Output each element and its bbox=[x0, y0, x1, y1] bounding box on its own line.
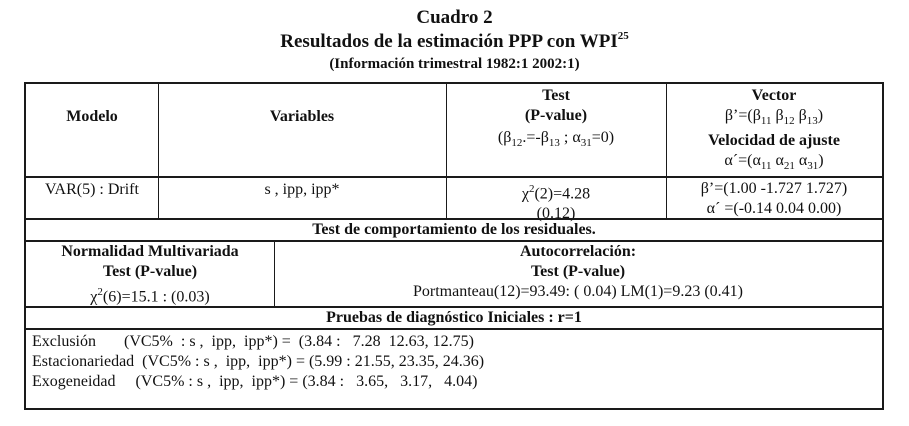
diagnostico-list: Exclusión (VC5% : s , ipp, ipp*) = (3.84… bbox=[26, 332, 882, 392]
row1-test-stat: χ2(2)=4.28 bbox=[521, 183, 591, 203]
row-divider bbox=[26, 218, 882, 220]
header-test-pvalue: (P-value) bbox=[524, 107, 588, 124]
table-title: Cuadro 2 bbox=[416, 7, 493, 28]
divider bbox=[666, 84, 667, 218]
autocorrelacion-cell: Autocorrelación: Test (P-value) Portmant… bbox=[274, 242, 882, 302]
table-caption: Cuadro 2 Resultados de la estimación PPP… bbox=[0, 6, 909, 74]
normalidad-cell: Normalidad Multivariada Test (P-value) χ… bbox=[26, 242, 274, 307]
row1-modelo: VAR(5) : Drift bbox=[45, 181, 139, 198]
row-divider bbox=[26, 176, 882, 178]
header-vector-alpha: α´=(α11 α21 α31) bbox=[724, 152, 824, 173]
divider bbox=[446, 84, 447, 218]
header-variables: Variables bbox=[269, 108, 335, 125]
autocorrelacion-value: Portmanteau(12)=93.49: ( 0.04) LM(1)=9.2… bbox=[413, 283, 743, 300]
residuales-header: Test de comportamiento de los residuales… bbox=[312, 221, 596, 238]
diagnostico-estacionariedad: Estacionariedad (VC5% : s , ipp, ipp*) =… bbox=[32, 353, 485, 370]
table-subtitle: Resultados de la estimación PPP con WPI2… bbox=[0, 30, 909, 54]
footnote-marker: 25 bbox=[617, 30, 629, 42]
normalidad-value: χ2(6)=15.1 : (0.03) bbox=[90, 286, 210, 306]
row-divider bbox=[26, 306, 882, 308]
header-vector-speed: Velocidad de ajuste bbox=[708, 132, 840, 150]
header-test-title: Test bbox=[542, 87, 570, 104]
header-test: Test (P-value) (β12.=-β13 ; α31=0) bbox=[446, 86, 666, 153]
diagnostico-exogeneidad: Exogeneidad (VC5% : s , ipp, ipp*) = (3.… bbox=[32, 373, 478, 390]
divider bbox=[158, 84, 159, 218]
row1-beta: β’=(1.00 -1.727 1.727) bbox=[700, 180, 848, 197]
header-modelo: Modelo bbox=[66, 108, 118, 125]
row-divider bbox=[26, 328, 882, 330]
divider bbox=[274, 240, 275, 306]
diagnostico-exclusion: Exclusión (VC5% : s , ipp, ipp*) = (3.84… bbox=[32, 333, 474, 350]
header-test-hypothesis: (β12.=-β13 ; α31=0) bbox=[497, 129, 615, 150]
table-period: (Información trimestral 1982:1 2002:1) bbox=[329, 56, 580, 72]
diagnostico-header: Pruebas de diagnóstico Iniciales : r=1 bbox=[326, 309, 582, 326]
autocorrelacion-subtitle: Test (P-value) bbox=[530, 263, 626, 280]
row-divider bbox=[26, 240, 882, 242]
row1-variables: s , ipp, ipp* bbox=[264, 181, 340, 198]
normalidad-title: Normalidad Multivariada bbox=[61, 243, 239, 260]
header-vector: Vector β’=(β11 β12 β13) Velocidad de aju… bbox=[666, 86, 882, 176]
normalidad-subtitle: Test (P-value) bbox=[102, 263, 198, 280]
row1-alpha: α´ =(-0.14 0.04 0.00) bbox=[706, 200, 842, 217]
header-vector-beta: β’=(β11 β12 β13) bbox=[724, 107, 824, 128]
autocorrelacion-title: Autocorrelación: bbox=[519, 243, 637, 260]
row1-vector: β’=(1.00 -1.727 1.727) α´ =(-0.14 0.04 0… bbox=[666, 179, 882, 219]
header-vector-title: Vector bbox=[751, 87, 797, 104]
results-table: Modelo Variables Test (P-value) (β12.=-β… bbox=[24, 82, 884, 410]
subtitle-text: Resultados de la estimación PPP con WPI bbox=[280, 31, 618, 52]
